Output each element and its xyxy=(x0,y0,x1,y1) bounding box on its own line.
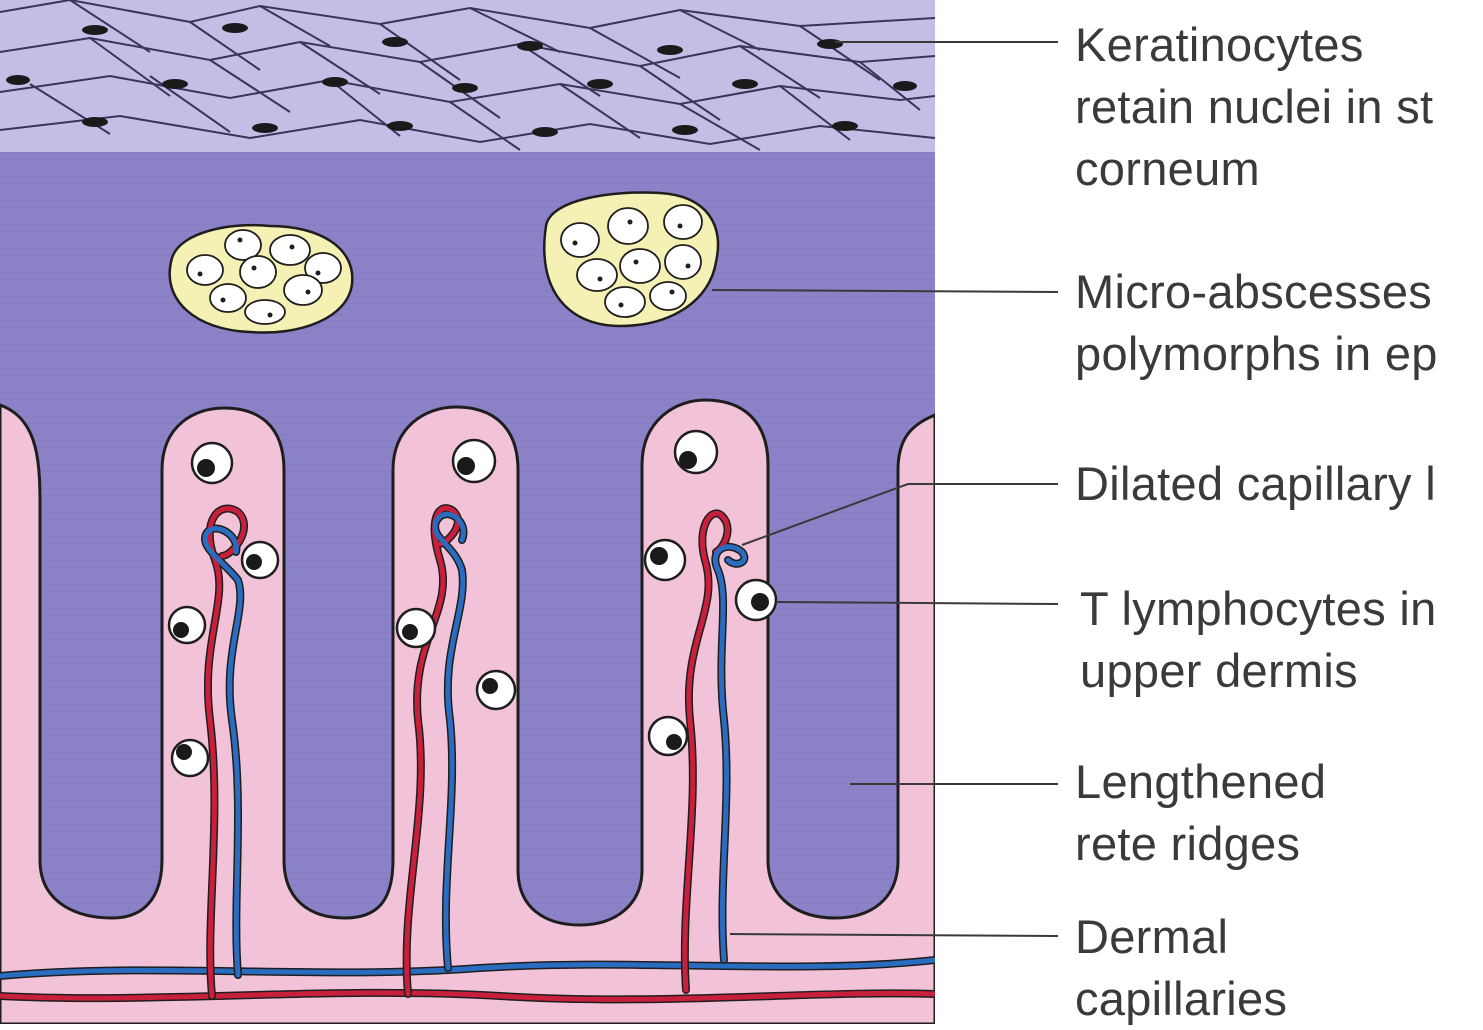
leader-lines xyxy=(711,41,1059,937)
label-line: retain nuclei in st xyxy=(1075,80,1434,133)
lymphocyte xyxy=(475,669,517,711)
leader-micro-abscesses xyxy=(711,289,1059,293)
lymphocyte xyxy=(395,607,437,649)
label-t-lymphocytes: T lymphocytes in upper dermis xyxy=(1080,578,1437,702)
label-line: T lymphocytes in xyxy=(1080,582,1437,635)
lymphocyte xyxy=(673,429,719,475)
micro-abscess-left xyxy=(168,223,354,334)
leader-dermal-capillaries xyxy=(729,933,1059,937)
label-line: corneum xyxy=(1075,142,1260,195)
label-line: upper dermis xyxy=(1080,644,1358,697)
t-lymphocytes xyxy=(167,429,778,778)
label-rete-ridges: Lengthened rete ridges xyxy=(1075,751,1326,875)
leader-dilated-capillary xyxy=(741,483,1058,546)
label-line: Keratinocytes xyxy=(1075,18,1364,71)
keratinocyte-nuclei xyxy=(6,23,917,137)
label-line: Dermal xyxy=(1075,910,1229,963)
label-micro-abscesses: Micro-abscesses polymorphs in ep xyxy=(1075,261,1438,385)
label-keratinocytes: Keratinocytes retain nuclei in st corneu… xyxy=(1075,14,1433,200)
label-dermal-capillaries: Dermal capillaries xyxy=(1075,906,1287,1030)
lymphocyte xyxy=(643,538,687,582)
label-line: Lengthened xyxy=(1075,755,1327,808)
stratum-corneum xyxy=(0,0,935,152)
lymphocyte xyxy=(170,738,210,778)
label-line: Dilated capillary l xyxy=(1075,457,1436,510)
lymphocyte xyxy=(190,441,234,485)
keratinocyte-cells xyxy=(0,0,935,151)
capillary-loop-3 xyxy=(680,509,749,994)
capillary-loop-1 xyxy=(201,504,248,1000)
lymphocyte xyxy=(167,605,207,645)
dermal-capillaries xyxy=(0,956,935,1004)
label-dilated-capillary: Dilated capillary l xyxy=(1075,453,1436,515)
label-line: polymorphs in ep xyxy=(1075,327,1438,380)
label-line: Micro-abscesses xyxy=(1075,265,1433,318)
lymphocyte xyxy=(451,438,497,484)
label-line: rete ridges xyxy=(1075,817,1301,870)
lymphocyte xyxy=(734,578,778,622)
label-line: capillaries xyxy=(1075,972,1288,1025)
capillary-loop-2 xyxy=(402,504,468,998)
lymphocyte xyxy=(240,540,280,580)
lymphocyte xyxy=(647,715,689,757)
leader-t-lymphocytes xyxy=(775,601,1059,605)
micro-abscess-right xyxy=(543,191,720,328)
